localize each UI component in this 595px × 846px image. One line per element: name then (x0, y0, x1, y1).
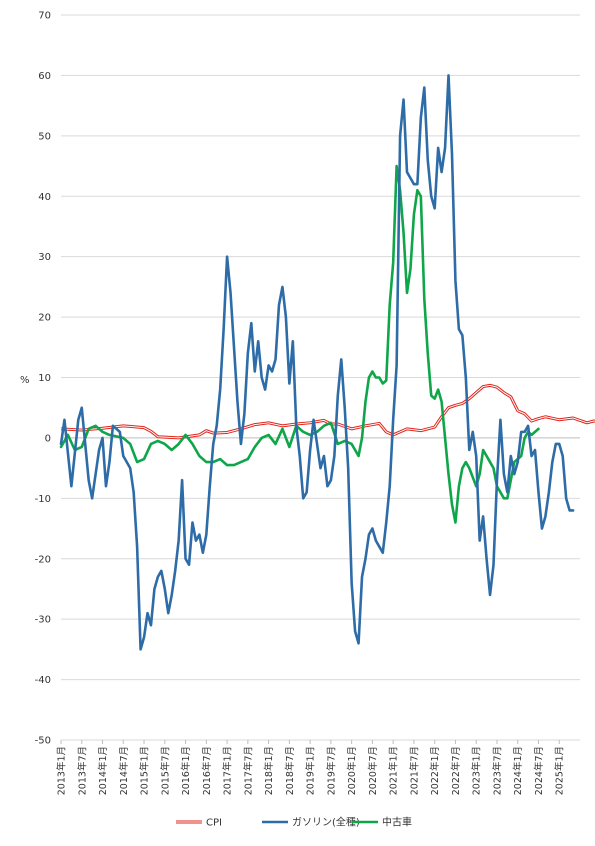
x-tick-label: 2024年7月 (533, 746, 545, 795)
legend-label: 中古車 (382, 816, 412, 829)
y-tick-label: 20 (38, 313, 51, 324)
x-tick-label: 2013年7月 (76, 746, 88, 795)
x-tick-label: 2019年7月 (325, 746, 337, 795)
legend-item-cpi: CPI (176, 818, 222, 829)
x-tick-label: 2016年7月 (201, 746, 213, 795)
series-lines (59, 74, 595, 651)
series-line-cpi (60, 383, 595, 440)
x-tick-label: 2022年1月 (429, 746, 441, 795)
x-tick-label: 2018年7月 (284, 746, 296, 795)
x-tick-label: 2019年1月 (305, 746, 317, 795)
y-tick-label: 60 (38, 71, 51, 82)
x-axis-ticks: 2013年1月 2013年7月 2014年1月 2014年7月 2015年1月 2015年… (56, 740, 566, 795)
x-tick-label: 2013年1月 (56, 746, 68, 795)
x-tick-label: 2017年1月 (222, 746, 234, 795)
x-tick-label: 2015年7月 (159, 746, 171, 795)
series-line-gasoline (59, 74, 575, 651)
legend: CPI ガソリン(全種) 中古車 (176, 816, 412, 829)
y-tick-label: -10 (35, 494, 51, 505)
x-tick-label: 2023年7月 (491, 746, 503, 795)
legend-label: ガソリン(全種) (292, 816, 360, 829)
x-tick-label: 2020年7月 (367, 746, 379, 795)
x-tick-label: 2023年1月 (471, 746, 483, 795)
legend-item-gasoline: ガソリン(全種) (262, 816, 360, 829)
y-tick-label: -30 (35, 615, 51, 626)
series-line-cpi-inner (60, 384, 595, 439)
legend-item-used-car: 中古車 (352, 816, 412, 829)
x-tick-label: 2014年7月 (118, 746, 130, 795)
x-tick-label: 2015年1月 (139, 746, 151, 795)
y-tick-label: 10 (38, 373, 51, 384)
legend-label: CPI (206, 818, 222, 829)
series-line-used-car (59, 164, 540, 524)
y-tick-label: 40 (38, 192, 51, 203)
x-tick-label: 2024年1月 (512, 746, 524, 795)
x-tick-label: 2025年1月 (554, 746, 566, 795)
x-tick-label: 2014年1月 (97, 746, 109, 795)
y-tick-label: 30 (38, 252, 51, 263)
y-tick-label: -40 (35, 675, 51, 686)
x-tick-label: 2021年7月 (408, 746, 420, 795)
x-tick-label: 2017年7月 (242, 746, 254, 795)
y-tick-label: -20 (35, 554, 51, 565)
x-tick-label: 2016年1月 (180, 746, 192, 795)
y-axis-ticks: 70 60 50 40 30 20 10 0 -10 -20 -30 -40 -50 (35, 11, 51, 747)
y-tick-label: 70 (38, 11, 51, 22)
y-tick-label: -50 (35, 736, 51, 747)
x-tick-label: 2020年1月 (346, 746, 358, 795)
y-axis-unit-label: % (20, 375, 30, 386)
x-tick-label: 2018年1月 (263, 746, 275, 795)
y-tick-label: 50 (38, 131, 51, 142)
x-tick-label: 2022年7月 (450, 746, 462, 795)
y-tick-label: 0 (45, 433, 51, 444)
x-tick-label: 2021年1月 (388, 746, 400, 795)
